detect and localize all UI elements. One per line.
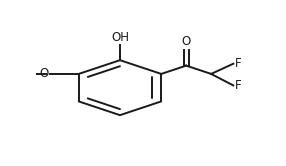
Text: OH: OH	[111, 32, 129, 44]
Text: F: F	[235, 79, 242, 92]
Text: O: O	[182, 35, 191, 48]
Text: O: O	[39, 67, 49, 80]
Text: F: F	[235, 57, 242, 70]
